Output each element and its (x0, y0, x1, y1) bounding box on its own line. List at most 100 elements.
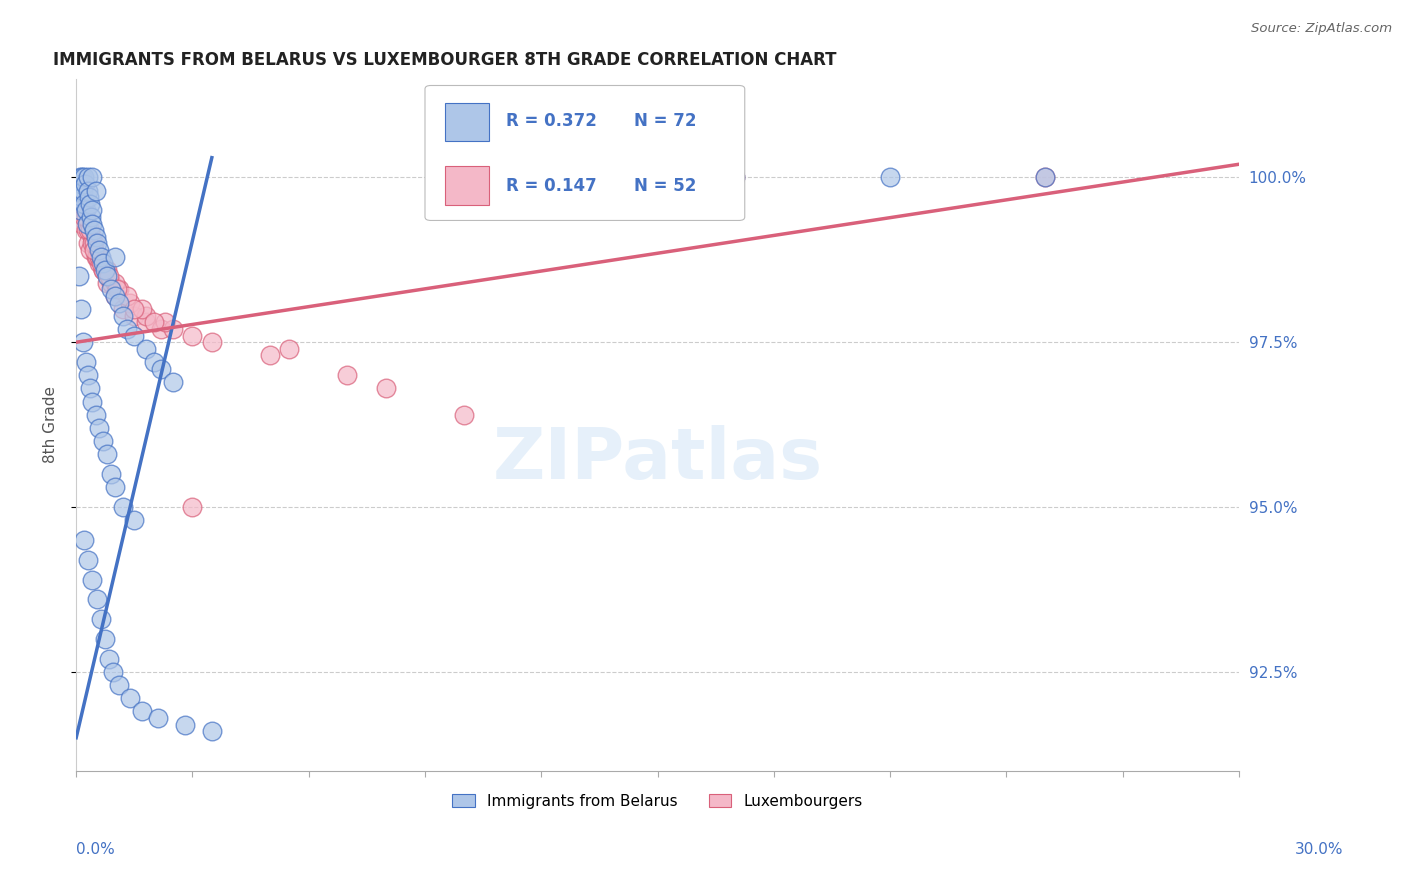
Point (146, 711, 169, 725)
Point (80, 229, 103, 244)
Point (76, 236, 98, 251)
Point (135, 309, 157, 323)
Text: R = 0.372: R = 0.372 (506, 112, 598, 130)
Point (89, 256, 111, 270)
Point (115, 289, 138, 303)
Point (124, 513, 146, 527)
Point (76, 223, 98, 237)
Point (104, 480, 127, 494)
Point (724, 170, 747, 185)
Point (67, 269, 90, 284)
Point (98, 269, 121, 284)
Point (80, 203, 103, 218)
Point (73, 196, 96, 211)
Point (90, 256, 112, 270)
Point (76, 553, 98, 567)
Point (79, 381, 101, 395)
Point (124, 302, 146, 317)
Point (70, 196, 93, 211)
Point (162, 322, 184, 336)
Point (108, 283, 131, 297)
Point (69, 203, 91, 218)
Point (73, 210, 96, 224)
Point (72, 184, 94, 198)
Point (104, 250, 127, 264)
Text: R = 0.147: R = 0.147 (506, 177, 598, 194)
Point (131, 302, 153, 317)
Point (259, 348, 281, 362)
Point (75, 223, 97, 237)
Point (76, 184, 98, 198)
Point (201, 724, 224, 739)
Point (104, 276, 127, 290)
Point (84, 229, 107, 244)
Point (173, 717, 195, 731)
Point (75, 210, 97, 224)
Text: Source: ZipAtlas.com: Source: ZipAtlas.com (1251, 22, 1392, 36)
Point (73, 177, 96, 191)
Point (108, 295, 131, 310)
Point (94, 632, 117, 646)
Point (91, 262, 114, 277)
Point (108, 678, 131, 692)
Point (83, 223, 105, 237)
Point (90, 250, 112, 264)
Point (86, 250, 108, 264)
Point (155, 315, 177, 329)
Point (162, 375, 184, 389)
Point (75, 203, 97, 218)
Point (94, 262, 117, 277)
Point (79, 223, 101, 237)
Point (69, 302, 91, 317)
Point (83, 243, 105, 257)
Point (76, 170, 98, 185)
Point (135, 342, 157, 356)
Point (278, 342, 301, 356)
Point (1033, 170, 1056, 185)
Point (1033, 170, 1056, 185)
Point (181, 328, 204, 343)
Point (104, 289, 127, 303)
FancyBboxPatch shape (444, 103, 489, 141)
Point (135, 315, 157, 329)
Point (111, 302, 134, 317)
Point (336, 368, 359, 383)
Point (100, 276, 122, 290)
Point (84, 250, 107, 264)
Point (724, 170, 747, 185)
Point (67, 184, 90, 198)
Point (79, 243, 101, 257)
Point (100, 283, 122, 297)
Point (375, 381, 398, 395)
Y-axis label: 8th Grade: 8th Grade (44, 386, 58, 463)
Point (124, 328, 146, 343)
Point (101, 665, 124, 679)
Point (80, 573, 103, 587)
Point (105, 283, 128, 297)
Point (124, 309, 146, 323)
Point (83, 236, 105, 251)
Point (142, 355, 165, 369)
Text: N = 72: N = 72 (634, 112, 697, 130)
Point (96, 262, 118, 277)
Point (96, 447, 118, 461)
FancyBboxPatch shape (444, 167, 489, 204)
Text: 0.0%: 0.0% (76, 842, 115, 856)
Point (86, 592, 108, 607)
Point (69, 170, 91, 185)
Point (90, 612, 112, 626)
Point (73, 203, 96, 218)
Legend: Immigrants from Belarus, Luxembourgers: Immigrants from Belarus, Luxembourgers (446, 788, 869, 815)
Point (72, 335, 94, 350)
Point (82, 217, 104, 231)
Point (70, 170, 93, 185)
Text: 30.0%: 30.0% (1295, 842, 1343, 856)
Point (73, 533, 96, 547)
Point (89, 421, 111, 435)
Point (80, 210, 103, 224)
Point (131, 704, 153, 718)
Point (111, 500, 134, 514)
Point (201, 335, 224, 350)
Point (120, 295, 142, 310)
Point (70, 190, 93, 204)
